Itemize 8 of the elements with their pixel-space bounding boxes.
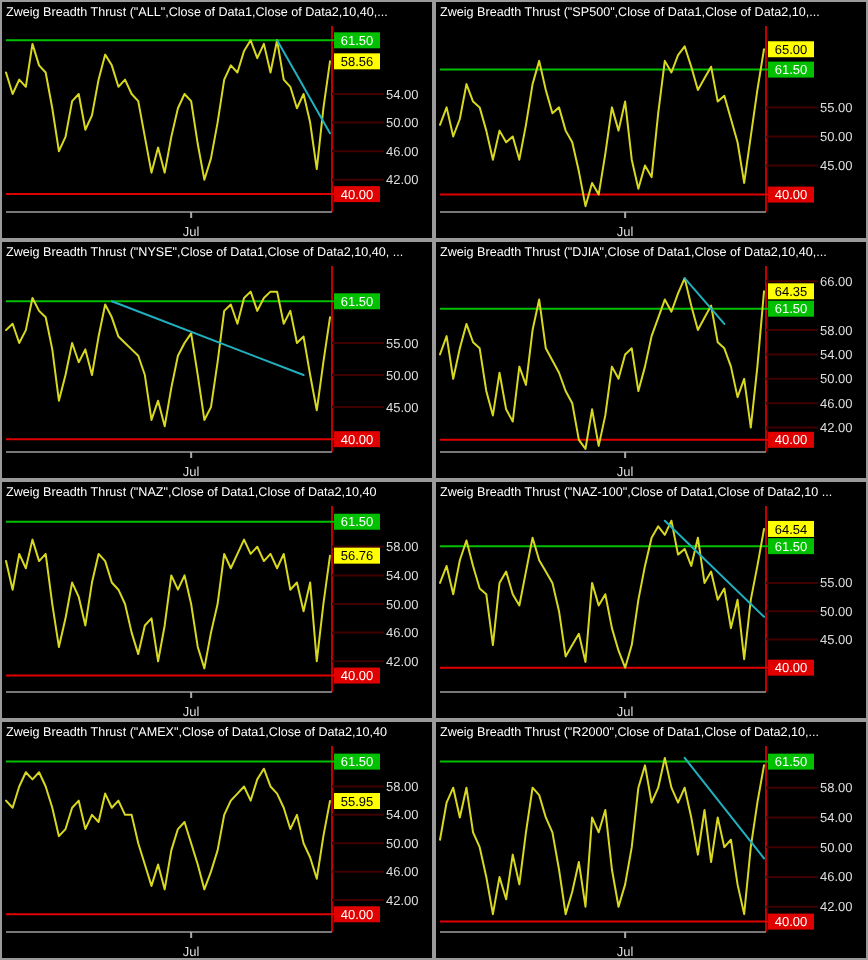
line-series: [439, 756, 765, 916]
line-series: [439, 277, 765, 450]
line-series: [5, 290, 331, 428]
line-series: [5, 538, 331, 670]
line-series: [5, 767, 331, 891]
line-series: [5, 39, 331, 181]
line-series: [439, 519, 765, 669]
line-series: [439, 45, 765, 208]
